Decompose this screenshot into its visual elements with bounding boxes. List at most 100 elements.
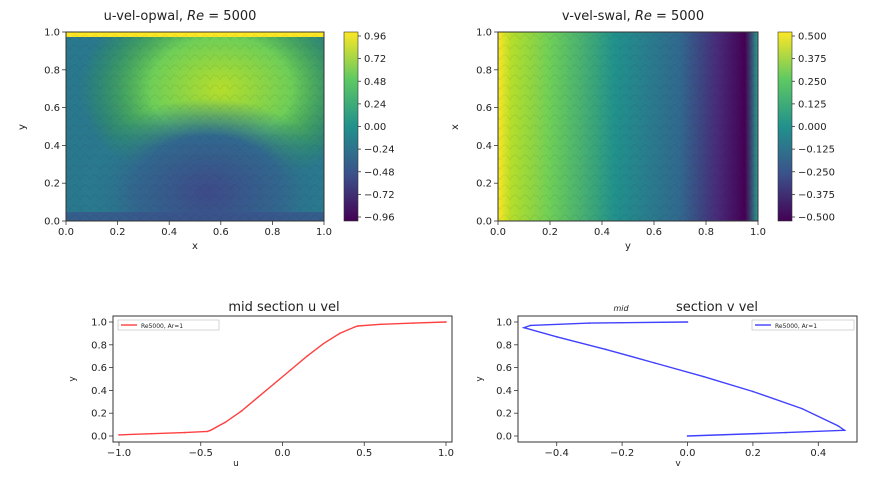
- colorbar-tick-label: 0.96: [364, 32, 386, 43]
- colorbar-tick-label: 0.500: [798, 32, 827, 43]
- series-line-0: [118, 321, 447, 436]
- mid-section-v-panel: mid section v vel −0.4 −0.2 0.0 0.2 0.4 0.00…: [475, 300, 858, 469]
- colorbar-tick-label: −0.72: [364, 190, 395, 201]
- colorbar-tick-label: 0.24: [364, 99, 386, 110]
- colorbar-tick-label: 0.72: [364, 54, 386, 65]
- data-point: [379, 323, 382, 326]
- u-line-y-label: y: [68, 376, 78, 382]
- y-tick-label: 1.0: [91, 318, 107, 329]
- data-point: [801, 407, 803, 410]
- data-point: [686, 435, 689, 437]
- x-tick-label: −1.0: [107, 448, 131, 459]
- v-vel-heatmap-panel: v-vel-swal, Re = 5000 0.0 0.2 0.4 0.6 0.8 1.0…: [450, 9, 835, 252]
- data-point: [289, 369, 292, 371]
- colorbar-tick-label: −0.125: [798, 145, 835, 156]
- u-vel-y-axis: 0.0 0.2 0.4 0.6 0.8 1.0: [44, 28, 66, 228]
- y-tick-label: 0.8: [476, 65, 492, 76]
- data-point: [183, 431, 186, 434]
- u-vel-colorbar-ticks: 0.96 0.72 0.48 0.24 0.00 −0.24 −0.48 −0.72 −0.96: [358, 32, 395, 224]
- x-tick-label: 0.0: [58, 227, 74, 238]
- data-point: [529, 324, 532, 327]
- v-line-title-prefix: mid: [613, 304, 629, 313]
- x-tick-label: 1.0: [750, 227, 766, 238]
- data-point: [843, 429, 846, 432]
- y-tick-label: 0.0: [496, 432, 512, 443]
- data-point: [588, 322, 591, 324]
- x-tick-label: 0.4: [810, 448, 826, 459]
- y-tick-label: 0.2: [44, 179, 60, 190]
- y-tick-label: 0.6: [476, 103, 492, 114]
- y-tick-label: 1.0: [476, 28, 492, 39]
- u-vel-x-axis: 0.0 0.2 0.4 0.6 0.8 1.0: [58, 221, 332, 238]
- data-point: [445, 321, 447, 323]
- u-vel-heatmap-panel: u-vel-opwal, Re = 5000 0.0 0.2 0.4 0.6 0.8 1.…: [17, 9, 395, 252]
- x-tick-label: 0.0: [490, 227, 506, 238]
- x-tick-label: 0.2: [542, 227, 558, 238]
- v-vel-x-label: y: [625, 241, 631, 252]
- data-point: [686, 321, 689, 323]
- v-line-plot-area: [517, 315, 858, 443]
- v-line-x-label: v: [675, 459, 681, 469]
- u-vel-title: u-vel-opwal, Re = 5000: [104, 9, 257, 24]
- v-vel-y-axis: 0.0 0.2 0.4 0.6 0.8 1.0: [476, 28, 498, 228]
- data-point: [752, 390, 754, 393]
- data-point: [338, 332, 341, 335]
- data-point: [118, 434, 120, 436]
- u-line-y-axis: 0.0 0.2 0.4 0.6 0.8 1.0: [91, 318, 113, 443]
- colorbar-tick-label: 0.250: [798, 77, 827, 88]
- u-vel-x-label: x: [192, 241, 198, 252]
- y-tick-label: 0.8: [91, 340, 107, 351]
- y-tick-label: 0.4: [91, 386, 107, 397]
- u-line-legend: Re5000, Ar=1: [117, 319, 220, 331]
- colorbar-tick-label: −0.96: [364, 213, 395, 224]
- y-tick-label: 0.2: [91, 409, 107, 420]
- y-tick-label: 0.0: [44, 217, 60, 228]
- y-tick-label: 0.4: [476, 141, 492, 152]
- colorbar-tick-label: −0.48: [364, 167, 395, 178]
- data-point: [654, 362, 656, 364]
- colorbar-tick-label: −0.24: [364, 145, 395, 156]
- y-tick-label: 0.0: [91, 432, 107, 443]
- x-tick-label: −0.2: [610, 448, 634, 459]
- y-tick-label: 0.6: [91, 363, 107, 374]
- u-line-legend-label: Re5000, Ar=1: [141, 323, 183, 330]
- data-point: [150, 432, 153, 435]
- colorbar-tick-label: 0.000: [798, 122, 827, 133]
- data-point: [257, 396, 259, 399]
- v-line-legend: Re5000, Ar=1: [751, 319, 855, 331]
- data-point: [604, 348, 607, 351]
- y-tick-label: 0.8: [44, 65, 60, 76]
- y-tick-label: 0.4: [44, 141, 60, 152]
- x-tick-label: 0.0: [275, 448, 291, 459]
- u-line-plot-area: [112, 315, 453, 443]
- colorbar-tick-label: −0.375: [798, 190, 835, 201]
- colorbar-tick-label: 0.48: [364, 77, 386, 88]
- data-point: [224, 421, 227, 424]
- v-vel-x-axis: 0.0 0.2 0.4 0.6 0.8 1.0: [490, 221, 766, 238]
- data-point: [703, 375, 705, 378]
- y-tick-label: 0.0: [476, 217, 492, 228]
- v-vel-colorbar: [777, 31, 793, 222]
- y-tick-label: 1.0: [44, 28, 60, 39]
- v-line-y-label: y: [475, 376, 485, 382]
- x-tick-label: 0.6: [646, 227, 662, 238]
- v-vel-y-label: x: [450, 124, 461, 130]
- y-tick-label: 0.6: [496, 363, 512, 374]
- data-point: [206, 430, 209, 433]
- x-tick-label: 0.8: [264, 227, 280, 238]
- data-point: [356, 325, 359, 327]
- x-tick-label: 0.4: [161, 227, 177, 238]
- x-tick-label: 0.8: [698, 227, 714, 238]
- data-point: [523, 326, 525, 329]
- v-vel-title: v-vel-swal, Re = 5000: [562, 9, 704, 24]
- x-tick-label: 0.4: [594, 227, 610, 238]
- y-tick-label: 0.2: [496, 409, 512, 420]
- colorbar-tick-label: −0.250: [798, 167, 835, 178]
- data-point: [306, 355, 308, 358]
- colorbar-tick-label: 0.00: [364, 122, 386, 133]
- data-point: [322, 342, 325, 345]
- v-line-series: [521, 321, 847, 437]
- x-tick-label: 0.6: [213, 227, 229, 238]
- u-line-x-axis: −1.0 −0.5 0.0 0.5 1.0: [107, 442, 454, 459]
- data-point: [784, 431, 787, 434]
